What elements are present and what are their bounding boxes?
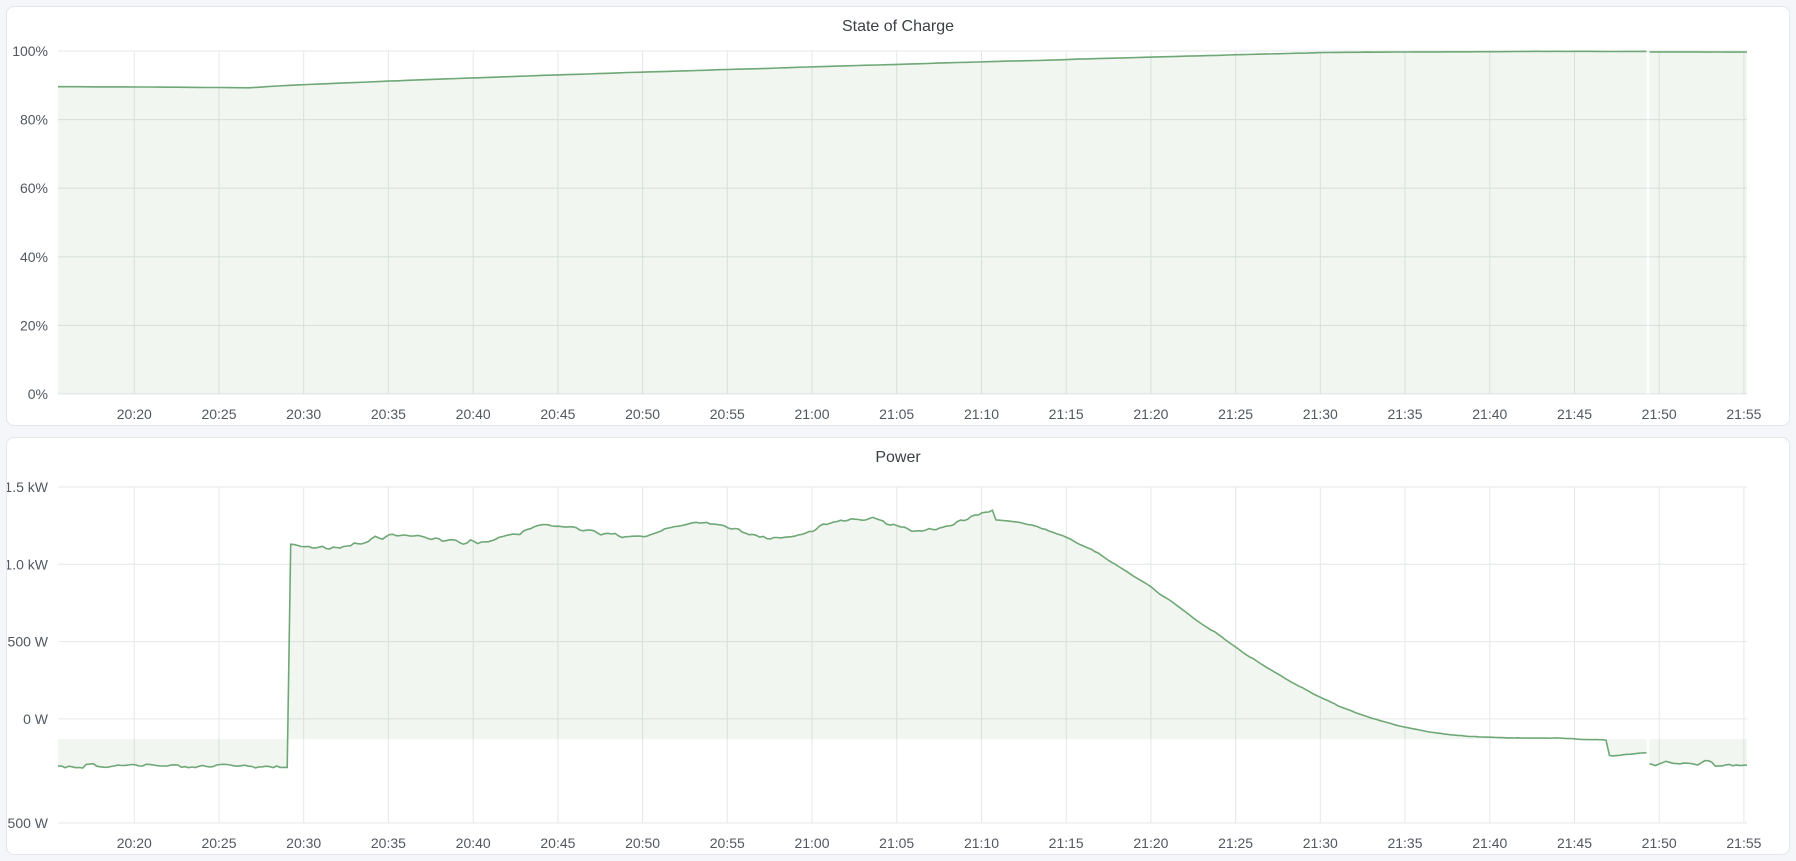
svg-text:1.5 kW: 1.5 kW	[7, 479, 49, 495]
svg-text:20:50: 20:50	[625, 406, 660, 422]
svg-text:21:05: 21:05	[879, 835, 914, 851]
svg-text:21:50: 21:50	[1642, 406, 1677, 422]
svg-text:80%: 80%	[20, 112, 48, 128]
svg-text:21:00: 21:00	[794, 406, 829, 422]
svg-text:21:30: 21:30	[1303, 406, 1338, 422]
svg-text:21:20: 21:20	[1133, 406, 1168, 422]
svg-text:21:45: 21:45	[1557, 835, 1592, 851]
svg-text:21:25: 21:25	[1218, 406, 1253, 422]
svg-text:20:25: 20:25	[201, 835, 236, 851]
svg-text:-500 W: -500 W	[7, 815, 49, 831]
svg-text:20:30: 20:30	[286, 835, 321, 851]
svg-text:21:10: 21:10	[964, 406, 999, 422]
svg-text:0%: 0%	[28, 386, 48, 402]
svg-text:21:35: 21:35	[1387, 406, 1422, 422]
svg-text:21:55: 21:55	[1726, 835, 1761, 851]
svg-text:20:40: 20:40	[456, 406, 491, 422]
svg-text:20%: 20%	[20, 317, 48, 333]
svg-text:21:15: 21:15	[1049, 835, 1084, 851]
svg-text:40%: 40%	[20, 249, 48, 265]
svg-text:20:45: 20:45	[540, 835, 575, 851]
svg-text:21:00: 21:00	[794, 835, 829, 851]
svg-text:21:10: 21:10	[964, 835, 999, 851]
svg-text:20:20: 20:20	[117, 406, 152, 422]
svg-text:21:35: 21:35	[1387, 835, 1422, 851]
svg-text:21:20: 21:20	[1133, 835, 1168, 851]
svg-text:20:40: 20:40	[456, 835, 491, 851]
svg-text:21:05: 21:05	[879, 406, 914, 422]
svg-text:20:25: 20:25	[201, 406, 236, 422]
svg-text:20:20: 20:20	[117, 835, 152, 851]
svg-text:20:35: 20:35	[371, 835, 406, 851]
svg-text:20:30: 20:30	[286, 406, 321, 422]
svg-text:60%: 60%	[20, 180, 48, 196]
svg-text:0 W: 0 W	[23, 711, 49, 727]
svg-text:21:30: 21:30	[1303, 835, 1338, 851]
svg-text:21:40: 21:40	[1472, 835, 1507, 851]
svg-text:20:35: 20:35	[371, 406, 406, 422]
svg-text:21:40: 21:40	[1472, 406, 1507, 422]
svg-text:20:45: 20:45	[540, 406, 575, 422]
svg-text:1.0 kW: 1.0 kW	[7, 556, 49, 572]
svg-text:20:55: 20:55	[710, 406, 745, 422]
svg-text:500 W: 500 W	[8, 634, 49, 650]
svg-text:21:55: 21:55	[1726, 406, 1761, 422]
svg-text:21:15: 21:15	[1049, 406, 1084, 422]
svg-text:21:45: 21:45	[1557, 406, 1592, 422]
svg-text:21:25: 21:25	[1218, 835, 1253, 851]
svg-text:20:55: 20:55	[710, 835, 745, 851]
svg-text:20:50: 20:50	[625, 835, 660, 851]
svg-text:100%: 100%	[12, 43, 48, 59]
svg-text:21:50: 21:50	[1642, 835, 1677, 851]
